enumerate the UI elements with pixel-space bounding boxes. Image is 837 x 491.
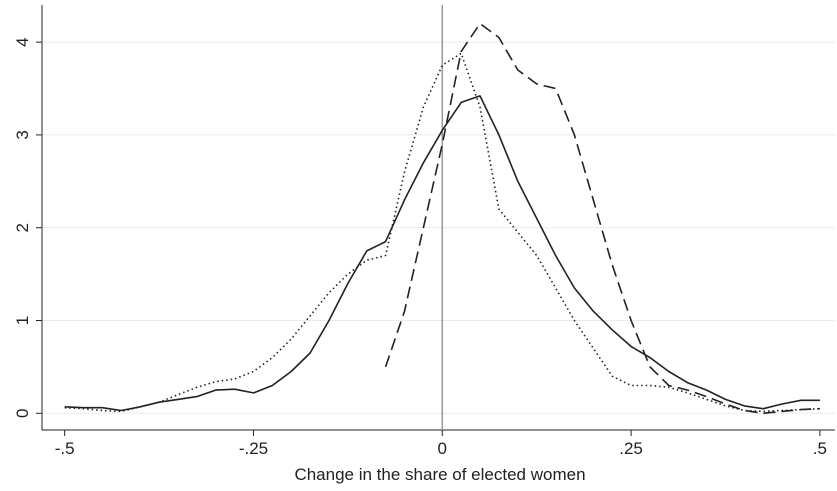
- x-tick-label: .5: [813, 439, 827, 458]
- y-tick-label: 3: [13, 130, 32, 139]
- x-axis-label: Change in the share of elected women: [294, 465, 585, 484]
- line-series: [64, 52, 820, 413]
- x-tick-label: -.25: [239, 439, 268, 458]
- line-series: [384, 22, 820, 415]
- x-tick-label: .25: [619, 439, 643, 458]
- x-tick-label: 0: [438, 439, 447, 458]
- y-tick-label: 1: [13, 316, 32, 325]
- y-tick-label: 0: [13, 409, 32, 418]
- y-tick-label: 4: [13, 37, 32, 46]
- x-tick-label: -.5: [55, 439, 75, 458]
- line-series: [64, 95, 820, 412]
- y-tick-label: 2: [13, 223, 32, 232]
